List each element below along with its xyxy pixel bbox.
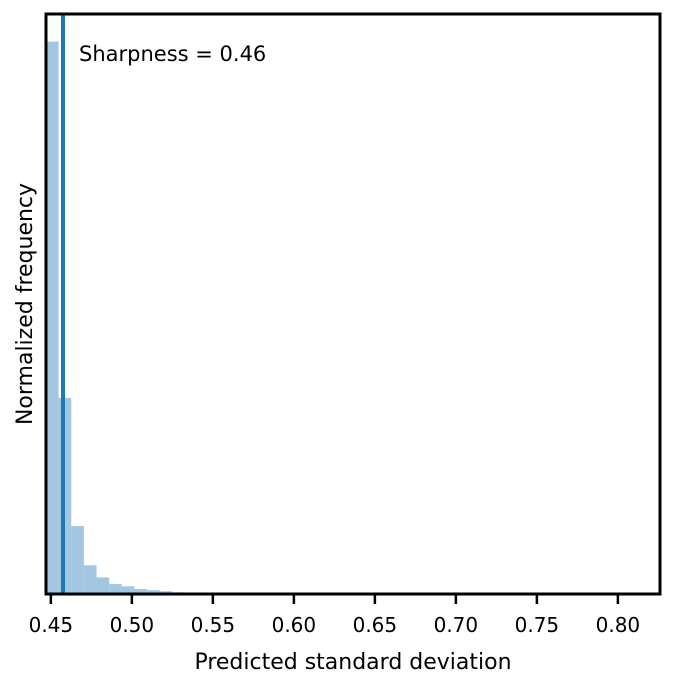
histogram-bar xyxy=(121,586,135,594)
histogram-bar xyxy=(46,41,59,595)
histogram-bar xyxy=(134,589,148,594)
histogram-bar xyxy=(109,584,122,594)
histogram-bars xyxy=(46,41,274,595)
x-tick-label: 0.60 xyxy=(272,613,317,637)
x-tick-label: 0.45 xyxy=(29,613,74,637)
x-tick-label: 0.70 xyxy=(434,613,479,637)
histogram-bar xyxy=(147,590,160,594)
plot-frame xyxy=(44,12,662,596)
histogram-bar xyxy=(71,526,84,594)
histogram-bar xyxy=(96,577,110,594)
x-tick-label: 0.80 xyxy=(596,613,641,637)
sharpness-annotation: Sharpness = 0.46 xyxy=(79,42,266,66)
x-tick-label: 0.55 xyxy=(191,613,236,637)
x-tick-label: 0.50 xyxy=(110,613,155,637)
x-tick-label: 0.65 xyxy=(353,613,398,637)
x-axis-ticks: 0.45 0.50 0.55 0.60 0.65 0.70 0.75 0.80 xyxy=(29,594,641,637)
x-axis-label: Predicted standard deviation xyxy=(194,650,511,675)
x-tick-label: 0.75 xyxy=(515,613,560,637)
histogram-bar xyxy=(83,565,97,594)
y-axis-label: Normalized frequency xyxy=(13,183,38,425)
